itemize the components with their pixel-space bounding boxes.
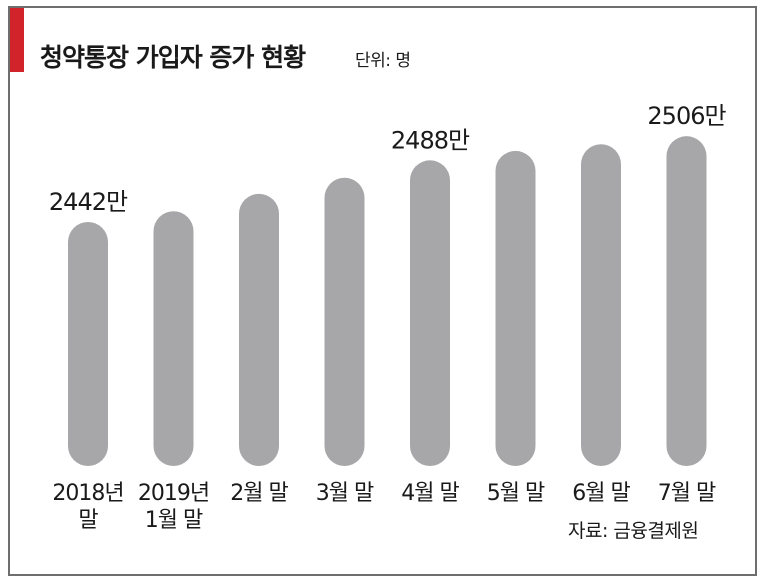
bar-1	[153, 211, 194, 466]
bar-5	[495, 150, 536, 467]
data-label-7: 2506만	[647, 102, 726, 130]
data-label-4: 2488만	[391, 126, 470, 154]
tick-label-1: 2019년 1월 말	[138, 481, 209, 533]
bar-6	[581, 144, 621, 466]
tick-label-5: 5월 말	[487, 481, 545, 506]
source-note: 자료: 금융결제원	[568, 520, 699, 542]
tick-label-0: 2018년 말	[52, 481, 123, 533]
tick-label-7: 7월 말	[658, 481, 716, 506]
accent-bar	[10, 8, 24, 72]
data-label-0: 2442만	[49, 188, 128, 216]
tick-label-3: 3월 말	[316, 481, 374, 506]
bar-7	[666, 136, 707, 466]
unit-label: 단위: 명	[355, 51, 411, 71]
tick-label-6: 6월 말	[572, 481, 630, 506]
bar-2	[239, 193, 279, 466]
chart-frame	[8, 6, 757, 576]
tick-label-2: 2월 말	[230, 481, 288, 506]
bar-3	[324, 177, 365, 467]
tick-label-4: 4월 말	[401, 481, 459, 506]
bar-0	[68, 221, 108, 466]
bar-4	[410, 160, 450, 467]
chart-title: 청약통장 가입자 증가 현황	[40, 43, 306, 72]
